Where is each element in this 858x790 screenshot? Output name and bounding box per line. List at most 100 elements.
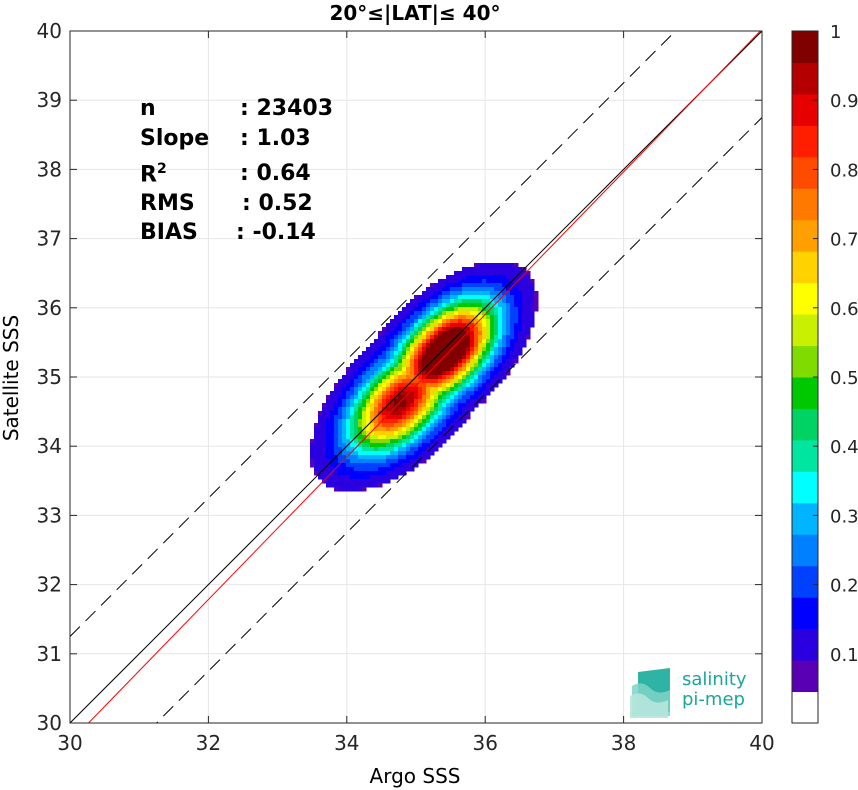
density-cell — [326, 411, 331, 416]
dashed-lower-line — [155, 117, 762, 723]
density-cell — [446, 335, 451, 340]
density-cell — [418, 451, 423, 456]
density-cell — [334, 431, 339, 436]
density-cell — [390, 351, 395, 356]
density-cell — [438, 431, 443, 436]
density-cell — [346, 379, 351, 384]
density-cell — [354, 471, 359, 476]
density-cell — [406, 435, 411, 440]
density-cell — [434, 375, 439, 380]
density-cell — [462, 295, 467, 300]
density-cell — [374, 395, 379, 400]
density-cell — [414, 323, 419, 328]
density-cell — [374, 471, 379, 476]
density-cell — [430, 331, 435, 336]
density-cell — [498, 339, 503, 344]
density-cell — [430, 411, 435, 416]
density-cell — [530, 299, 535, 304]
density-cell — [430, 419, 435, 424]
density-cell — [454, 271, 459, 276]
density-cell — [414, 331, 419, 336]
density-cell — [418, 395, 423, 400]
density-cell — [310, 443, 315, 448]
density-cell — [442, 279, 447, 284]
density-cell — [398, 339, 403, 344]
density-cell — [510, 271, 515, 276]
density-cell — [406, 395, 411, 400]
density-cell — [458, 355, 463, 360]
density-cell — [462, 279, 467, 284]
density-cell — [510, 287, 515, 292]
density-cell — [378, 399, 383, 404]
density-cell — [470, 307, 475, 312]
density-cell — [506, 367, 511, 372]
density-cell — [482, 267, 487, 272]
density-cell — [382, 379, 387, 384]
density-cell — [522, 319, 527, 324]
density-cell — [314, 439, 319, 444]
density-cell — [502, 323, 507, 328]
density-cell — [506, 363, 511, 368]
density-cell — [338, 459, 343, 464]
density-cell — [482, 339, 487, 344]
density-cell — [402, 419, 407, 424]
density-cell — [482, 303, 487, 308]
density-cell — [494, 335, 499, 340]
density-cell — [394, 347, 399, 352]
colorbar: 0.10.20.30.40.50.60.70.80.91 — [791, 22, 858, 724]
density-cell — [470, 291, 475, 296]
density-cell — [486, 311, 491, 316]
density-cell — [390, 371, 395, 376]
density-cell — [498, 355, 503, 360]
density-cell — [354, 447, 359, 452]
density-cell — [418, 363, 423, 368]
density-cell — [406, 379, 411, 384]
density-cell — [494, 287, 499, 292]
density-cell — [526, 287, 531, 292]
density-cell — [386, 431, 391, 436]
density-cell — [438, 339, 443, 344]
density-cell — [450, 387, 455, 392]
density-cell — [398, 319, 403, 324]
stat-label-sup: 2 — [156, 161, 167, 177]
density-cell — [446, 399, 451, 404]
density-cell — [410, 415, 415, 420]
density-cell — [450, 327, 455, 332]
density-cell — [454, 283, 459, 288]
density-cell — [358, 423, 363, 428]
density-cell — [390, 431, 395, 436]
density-cell — [438, 371, 443, 376]
density-cell — [438, 319, 443, 324]
density-cell — [358, 463, 363, 468]
density-cell — [386, 351, 391, 356]
density-cell — [446, 303, 451, 308]
density-cell — [458, 423, 463, 428]
density-cell — [354, 399, 359, 404]
density-cell — [478, 279, 483, 284]
density-cell — [398, 335, 403, 340]
density-cell — [378, 415, 383, 420]
density-cell — [498, 335, 503, 340]
density-cell — [362, 423, 367, 428]
density-cell — [422, 307, 427, 312]
density-cell — [366, 367, 371, 372]
density-cell — [386, 327, 391, 332]
density-cell — [426, 315, 431, 320]
density-cell — [386, 463, 391, 468]
density-cell — [474, 291, 479, 296]
density-cell — [330, 467, 335, 472]
density-cell — [370, 391, 375, 396]
density-cell — [402, 367, 407, 372]
density-cell — [422, 435, 427, 440]
density-cell — [454, 391, 459, 396]
density-cell — [458, 399, 463, 404]
density-cell — [382, 367, 387, 372]
density-cell — [386, 447, 391, 452]
density-cell — [462, 303, 467, 308]
density-cell — [370, 399, 375, 404]
density-cell — [342, 487, 347, 492]
density-cell — [382, 459, 387, 464]
density-cell — [378, 347, 383, 352]
density-cell — [354, 363, 359, 368]
density-cell — [438, 315, 443, 320]
